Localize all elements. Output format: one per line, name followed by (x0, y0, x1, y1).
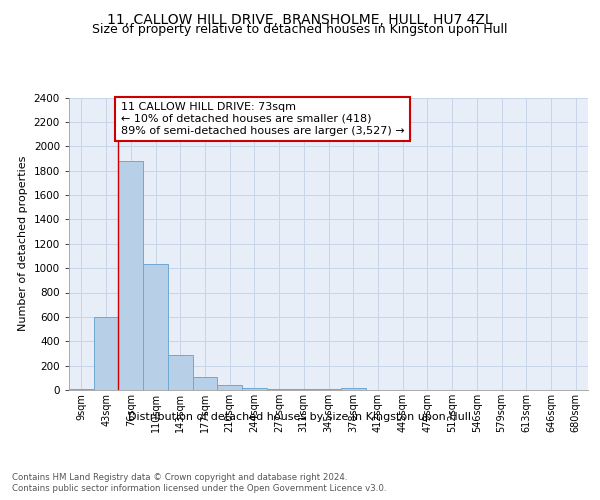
Bar (118, 161, 143, 390)
Bar (94, 317, 118, 390)
Bar (341, 388, 365, 390)
Bar (292, 389, 316, 390)
Bar (143, 264, 168, 390)
Bar (242, 388, 267, 390)
Bar (267, 389, 292, 390)
Text: Distribution of detached houses by size in Kingston upon Hull: Distribution of detached houses by size … (128, 412, 472, 422)
Bar (193, 376, 217, 390)
Text: Contains public sector information licensed under the Open Government Licence v3: Contains public sector information licen… (12, 484, 386, 493)
Text: Contains HM Land Registry data © Crown copyright and database right 2024.: Contains HM Land Registry data © Crown c… (12, 472, 347, 482)
Text: 11 CALLOW HILL DRIVE: 73sqm
← 10% of detached houses are smaller (418)
89% of se: 11 CALLOW HILL DRIVE: 73sqm ← 10% of det… (121, 102, 404, 136)
Text: Size of property relative to detached houses in Kingston upon Hull: Size of property relative to detached ho… (92, 24, 508, 36)
Bar (168, 356, 193, 390)
Y-axis label: Number of detached properties: Number of detached properties (18, 156, 28, 332)
Bar (217, 384, 242, 390)
Bar (69, 389, 94, 390)
Text: 11, CALLOW HILL DRIVE, BRANSHOLME, HULL, HU7 4ZL: 11, CALLOW HILL DRIVE, BRANSHOLME, HULL,… (107, 12, 493, 26)
